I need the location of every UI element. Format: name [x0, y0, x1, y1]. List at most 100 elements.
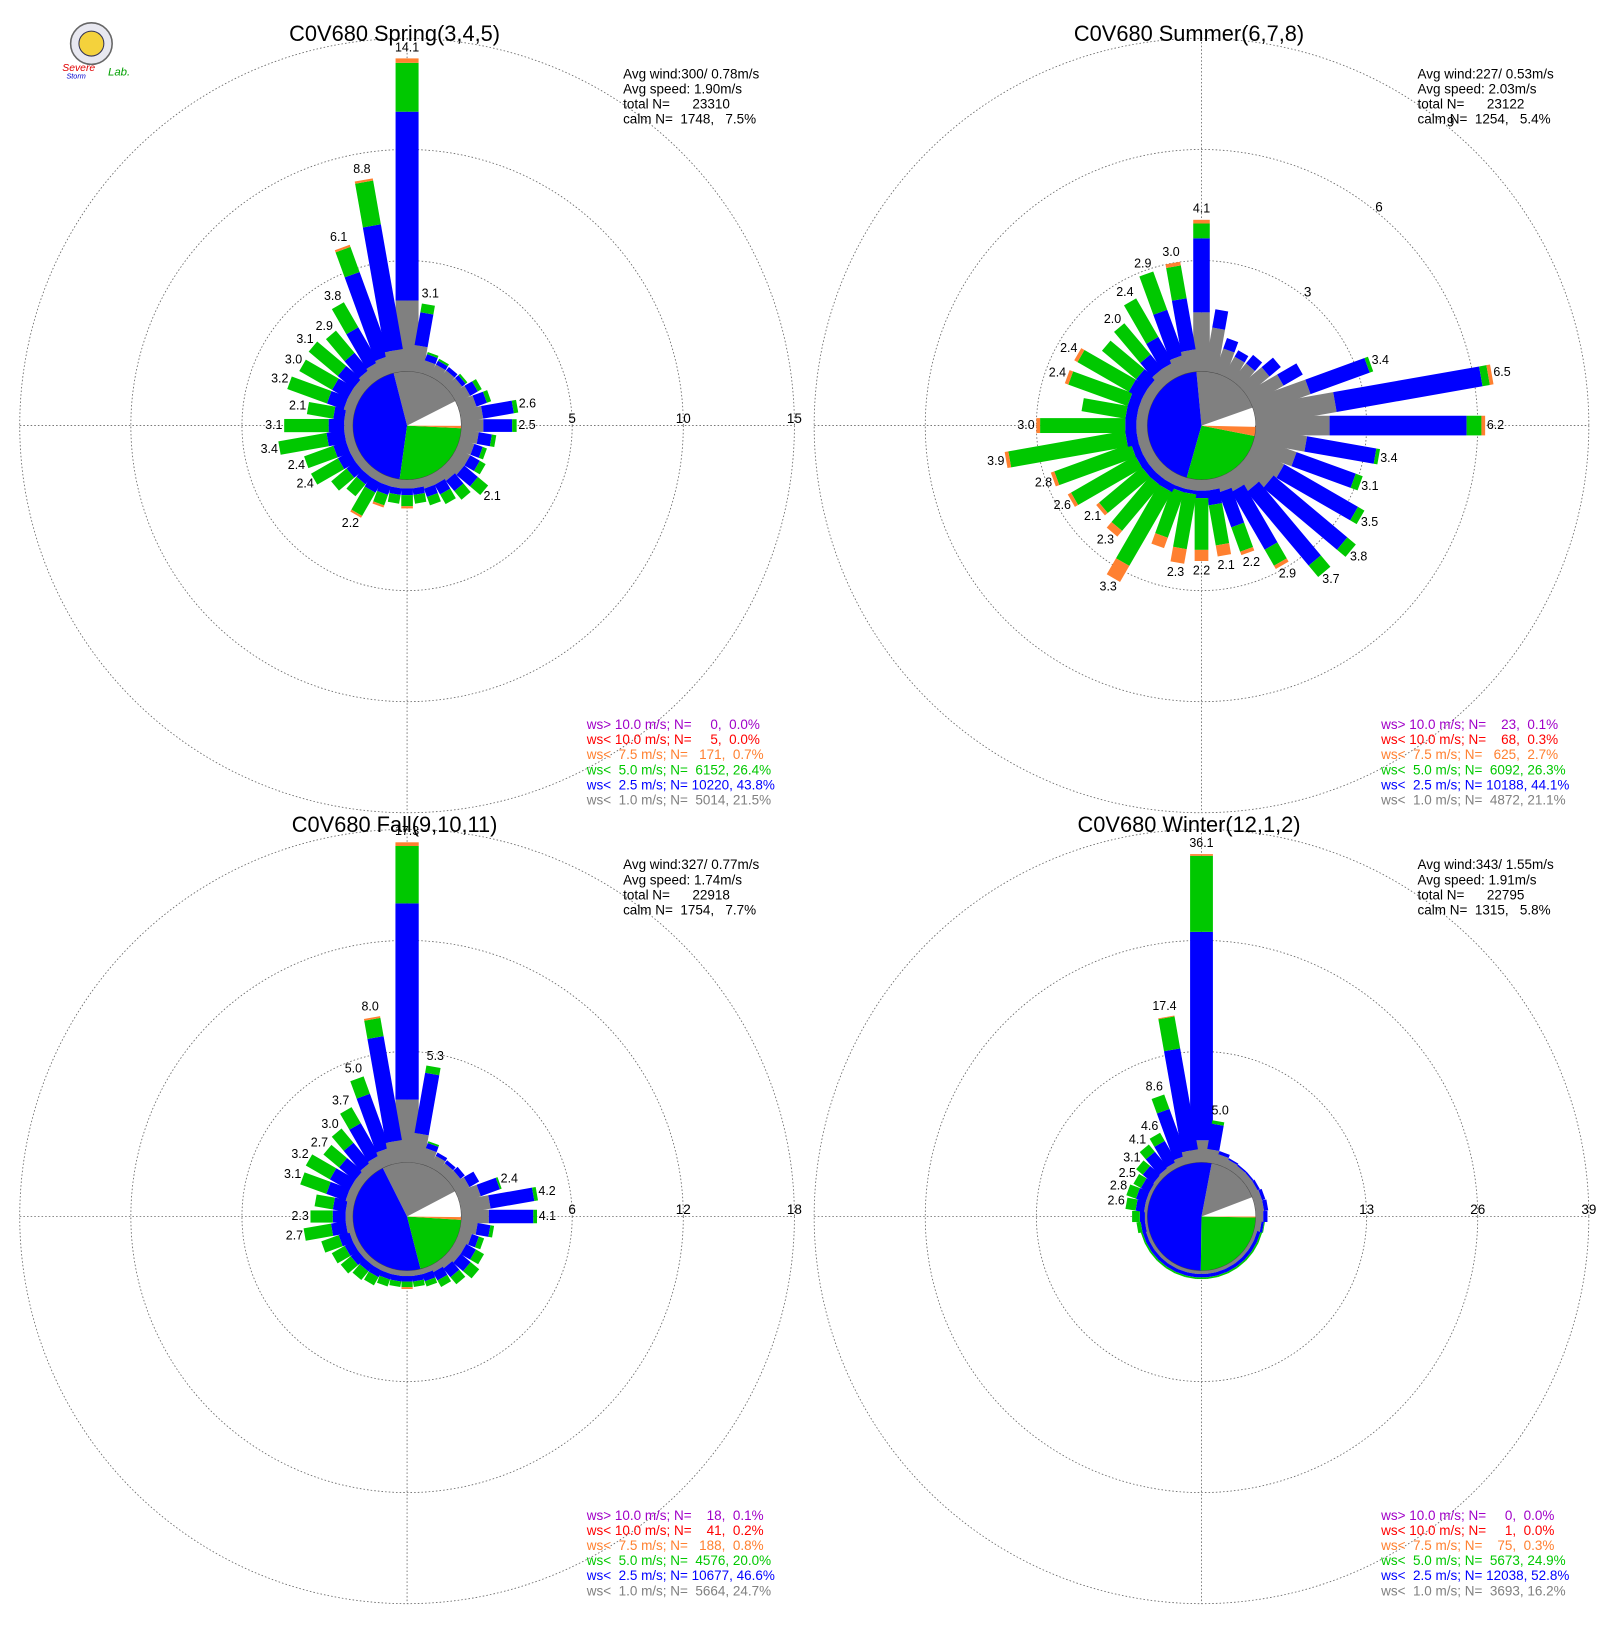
bar-segment [1175, 1268, 1187, 1276]
bar-segment [1350, 473, 1363, 491]
bar-segment [372, 1260, 385, 1271]
bar-label: 17.3 [395, 824, 419, 838]
bar-label: 2.2 [342, 516, 359, 530]
bar-segment [464, 455, 480, 471]
legend-entry: ws< 10.0 m/s; N= 5, 0.0% [586, 732, 760, 747]
bar-segment [470, 1249, 485, 1265]
bar-segment [1194, 549, 1209, 561]
bar-segment [389, 486, 402, 496]
pie-slice [399, 425, 462, 480]
bar-segment [1050, 471, 1060, 487]
wind-bar [1125, 1197, 1150, 1213]
bar-segment [1150, 1251, 1159, 1261]
bar-segment [1175, 1271, 1186, 1278]
bar-label: 2.2 [1193, 564, 1210, 578]
bar-segment [1157, 1259, 1167, 1268]
bar-segment [350, 1250, 366, 1266]
wind-bar [1150, 1247, 1164, 1261]
bar-segment [364, 476, 382, 493]
wind-bar [1232, 1254, 1246, 1268]
bar-label: 3.0 [321, 1117, 338, 1131]
bar-segment [1253, 427, 1308, 452]
bar-segment [468, 1233, 479, 1248]
wind-bar [1245, 1238, 1259, 1253]
bar-label: 3.1 [284, 1167, 301, 1181]
bar-segment [1149, 1132, 1165, 1147]
bar-label: 4.1 [539, 1209, 556, 1223]
bar-segment [387, 493, 401, 504]
pie-slice [1200, 1216, 1256, 1271]
bar-segment [352, 1264, 369, 1280]
bar-segment [453, 1253, 471, 1272]
bar-segment [1125, 428, 1139, 447]
bar-label: 2.5 [518, 418, 535, 432]
stat-line: Avg wind:300/ 0.78m/s [623, 66, 759, 81]
bar-segment [363, 1016, 381, 1021]
bar-label: 4.2 [538, 1184, 555, 1198]
bar-label: 2.9 [1134, 256, 1151, 270]
bar-segment [1263, 475, 1348, 550]
bar-segment [450, 447, 471, 466]
wind-bar [1214, 338, 1239, 377]
bar-segment [429, 1155, 446, 1173]
bar-label: 2.8 [1110, 1179, 1127, 1193]
bar-segment [1263, 1211, 1268, 1222]
wind-bar [1132, 1210, 1148, 1223]
bar-segment [379, 1270, 392, 1280]
bar-label: 2.6 [519, 397, 536, 411]
wind-bar [1223, 1260, 1238, 1274]
legend-entry: ws< 1.0 m/s; N= 5014, 21.5% [586, 792, 771, 807]
bar-segment [1140, 1232, 1147, 1243]
bar-segment [401, 1270, 413, 1277]
wind-bar [1250, 1229, 1263, 1243]
bar-segment [488, 1187, 535, 1209]
wind-bar [1231, 354, 1263, 389]
wind-bar [1204, 477, 1232, 557]
wind-bar [461, 1209, 538, 1224]
bar-segment [412, 486, 425, 496]
wind-bar [1136, 1220, 1150, 1234]
wind-bar [1253, 1220, 1265, 1233]
bar-segment [401, 1287, 413, 1289]
legend-entry: ws< 5.0 m/s; N= 4576, 20.0% [586, 1553, 771, 1568]
logo-text: Severe [62, 63, 95, 74]
bar-segment [1214, 1154, 1229, 1168]
chart-title: C0V680 Spring(3,4,5) [289, 21, 500, 46]
bar-segment [303, 1223, 334, 1241]
bar-label: 2.1 [289, 399, 306, 413]
bar-segment [410, 1268, 423, 1277]
bar-segment [1114, 323, 1151, 364]
bar-label: 3.1 [1361, 479, 1378, 493]
bar-label: 2.1 [1084, 509, 1101, 523]
wind-bar [461, 419, 517, 432]
stat-line: total N= 22795 [1418, 887, 1525, 902]
wind-bar [429, 1152, 448, 1173]
bar-segment [1158, 1016, 1181, 1052]
bar-label: 3.4 [1380, 451, 1397, 465]
bar-segment [1153, 309, 1184, 360]
wind-bar [410, 1268, 425, 1288]
bar-segment [1125, 1197, 1138, 1211]
bar-segment [1190, 855, 1213, 932]
bar-segment [401, 495, 413, 507]
stat-line: Avg speed: 1.90m/s [623, 81, 742, 96]
legend-entry: ws< 1.0 m/s; N= 4872, 21.1% [1380, 792, 1565, 807]
bar-segment [1145, 1229, 1153, 1242]
bar-segment [1036, 418, 1041, 434]
chart-title: C0V680 Winter(12,1,2) [1078, 812, 1301, 837]
wind-bar [1223, 350, 1249, 382]
bar-segment [1336, 537, 1356, 557]
bar-segment [1232, 1254, 1243, 1264]
bar-segment [300, 1172, 331, 1194]
pie-slice [353, 373, 408, 480]
bar-segment [488, 1209, 534, 1224]
pie-slice [1186, 425, 1255, 480]
bar-label: 2.6 [1108, 1194, 1125, 1208]
bar-label: 2.7 [311, 1135, 328, 1149]
wind-bar [1239, 1247, 1253, 1261]
bar-segment [1231, 363, 1256, 389]
r-tick-label: 5 [568, 411, 576, 426]
wind-bar [389, 1268, 404, 1288]
bar-segment [1144, 1210, 1148, 1223]
legend-entry: ws> 10.0 m/s; N= 0, 0.0% [1380, 1508, 1554, 1523]
